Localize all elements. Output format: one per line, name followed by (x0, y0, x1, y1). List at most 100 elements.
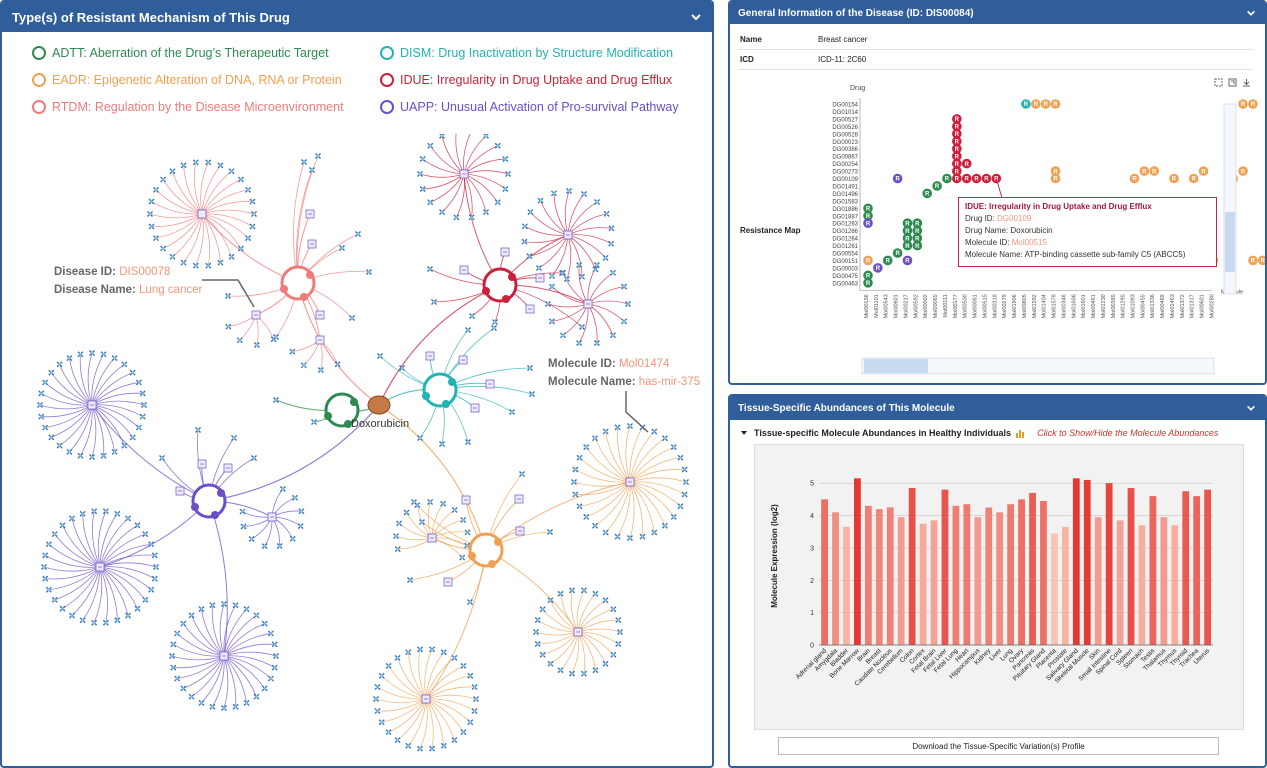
molecule-tick-label: Mol01606 (1071, 294, 1077, 318)
gene-leaf-node (45, 586, 52, 593)
hub-dot (488, 560, 496, 568)
network-edge (617, 481, 631, 537)
chevron-down-icon[interactable] (1245, 7, 1257, 19)
zoom-reset-icon[interactable] (1228, 78, 1237, 87)
gene-leaf-core (510, 410, 514, 414)
y-axis-label: Molecule Expression (log2) (770, 504, 779, 608)
gene-leaf-core (428, 500, 432, 504)
legend-label: DISM: Drug Inactivation by Structure Mod… (400, 46, 674, 60)
resistance-marker (1021, 99, 1031, 109)
network-edge (173, 644, 225, 657)
gene-leaf-node (427, 499, 434, 506)
network-edge (577, 628, 621, 633)
gene-leaf-core (465, 544, 469, 547)
panel-header[interactable]: General Information of the Disease (ID: … (730, 2, 1265, 24)
download-profile-button[interactable]: Download the Tissue-Specific Variation(s… (778, 737, 1219, 755)
network-edge (91, 404, 210, 502)
hub-dot (508, 273, 516, 281)
gene-leaf-core (53, 598, 56, 602)
gene-leaf-core (468, 720, 472, 724)
gene-leaf-node (661, 522, 668, 529)
resistance-marker-letter: R (1053, 177, 1058, 183)
gene-leaf-core (628, 536, 632, 540)
network-edge (535, 631, 579, 636)
molecule-tick-label: Mol00111 (943, 294, 949, 317)
gene-leaf-node (160, 245, 167, 252)
gene-leaf-node (159, 455, 165, 461)
gene-leaf-core (58, 363, 61, 366)
gene-leaf-node (615, 617, 622, 624)
chevron-down-icon[interactable] (690, 11, 702, 23)
resistance-marker-letter: R (955, 147, 960, 153)
resistance-marker-letter: R (955, 162, 960, 168)
chevron-down-icon[interactable] (1245, 402, 1257, 414)
abundance-chart-frame: 0 1 2 3 4 5 Molecule Expression (log2) Adrenal … (754, 444, 1244, 730)
gene-leaf-node (148, 586, 155, 593)
gene-leaf-core (42, 565, 46, 569)
gene-leaf-core (190, 614, 193, 617)
drug-tick-label: DG01491 (832, 184, 858, 190)
gene-leaf-core (537, 266, 541, 270)
resistance-marker (902, 218, 913, 228)
bar (963, 504, 971, 645)
gene-leaf-core (396, 547, 400, 551)
gene-leaf-core (628, 424, 632, 428)
gene-leaf-node (593, 340, 600, 346)
molecule-tick-label: Mol01601 (1081, 294, 1087, 318)
gene-leaf-node (439, 209, 445, 216)
panel-title: General Information of the Disease (ID: … (738, 7, 974, 19)
gene-leaf-core (622, 285, 626, 288)
gene-leaf-core (380, 674, 384, 678)
gene-leaf-node (228, 253, 235, 260)
molecule-tick-label: Mol00280 (1209, 294, 1215, 318)
resistance-marker (1248, 255, 1258, 266)
resistance-marker (902, 233, 913, 243)
resistance-marker-letter: R (1024, 102, 1029, 108)
resistance-marker (922, 188, 933, 199)
mechanism-network-graph[interactable] (2, 134, 712, 764)
network-edge (201, 213, 253, 227)
hub-dot (448, 378, 456, 386)
gene-leaf-node (251, 211, 257, 217)
gene-leaf-node (403, 509, 410, 516)
gene-leaf-node (465, 327, 471, 333)
panel-header[interactable]: Tissue-Specific Abundances of This Molec… (730, 396, 1265, 420)
molecule-info: Molecule ID: Mol01474 Molecule Name: has… (548, 355, 700, 391)
gene-leaf-node (464, 529, 471, 536)
toggle-hint[interactable]: Click to Show/Hide the Molecule Abundanc… (1037, 428, 1219, 438)
gene-leaf-core (252, 456, 256, 460)
gene-leaf-node (141, 402, 147, 408)
gene-leaf-core (376, 685, 379, 689)
gene-leaf-core (131, 436, 134, 439)
gene-leaf-node (261, 543, 268, 550)
download-icon[interactable] (1242, 78, 1251, 87)
gene-leaf-core (255, 695, 258, 698)
gene-leaf-core (528, 254, 531, 258)
resistance-marker (971, 173, 982, 184)
gene-leaf-core (302, 363, 306, 367)
panel-header[interactable]: Type(s) of Resistant Mechanism of This D… (2, 2, 712, 32)
legend-label: UAPP: Unusual Activation of Pro-survival… (400, 100, 679, 114)
gene-leaf-node (614, 533, 621, 540)
gene-leaf-core (47, 588, 51, 592)
gene-leaf-core (612, 607, 615, 611)
resistance-marker (912, 233, 923, 243)
network-edge (223, 605, 236, 657)
gene-leaf-node (309, 167, 315, 173)
gene-leaf-core (43, 577, 47, 580)
hub-dot (502, 295, 510, 303)
abundance-toggle[interactable]: Tissue-specific Molecule Abundances in H… (740, 428, 1218, 438)
gene-leaf-core (559, 668, 562, 672)
gene-leaf-core (466, 531, 469, 534)
gene-leaf-node (225, 323, 232, 330)
drug-node-doxorubicin (367, 395, 391, 415)
gene-leaf-core (230, 255, 233, 259)
gene-leaf-node (602, 529, 609, 536)
gene-leaf-node (377, 353, 383, 359)
drug-tick-label: DG00528 (832, 132, 858, 138)
zoom-select-icon[interactable] (1214, 78, 1223, 87)
gene-leaf-core (182, 622, 185, 625)
network-edge (567, 234, 583, 277)
